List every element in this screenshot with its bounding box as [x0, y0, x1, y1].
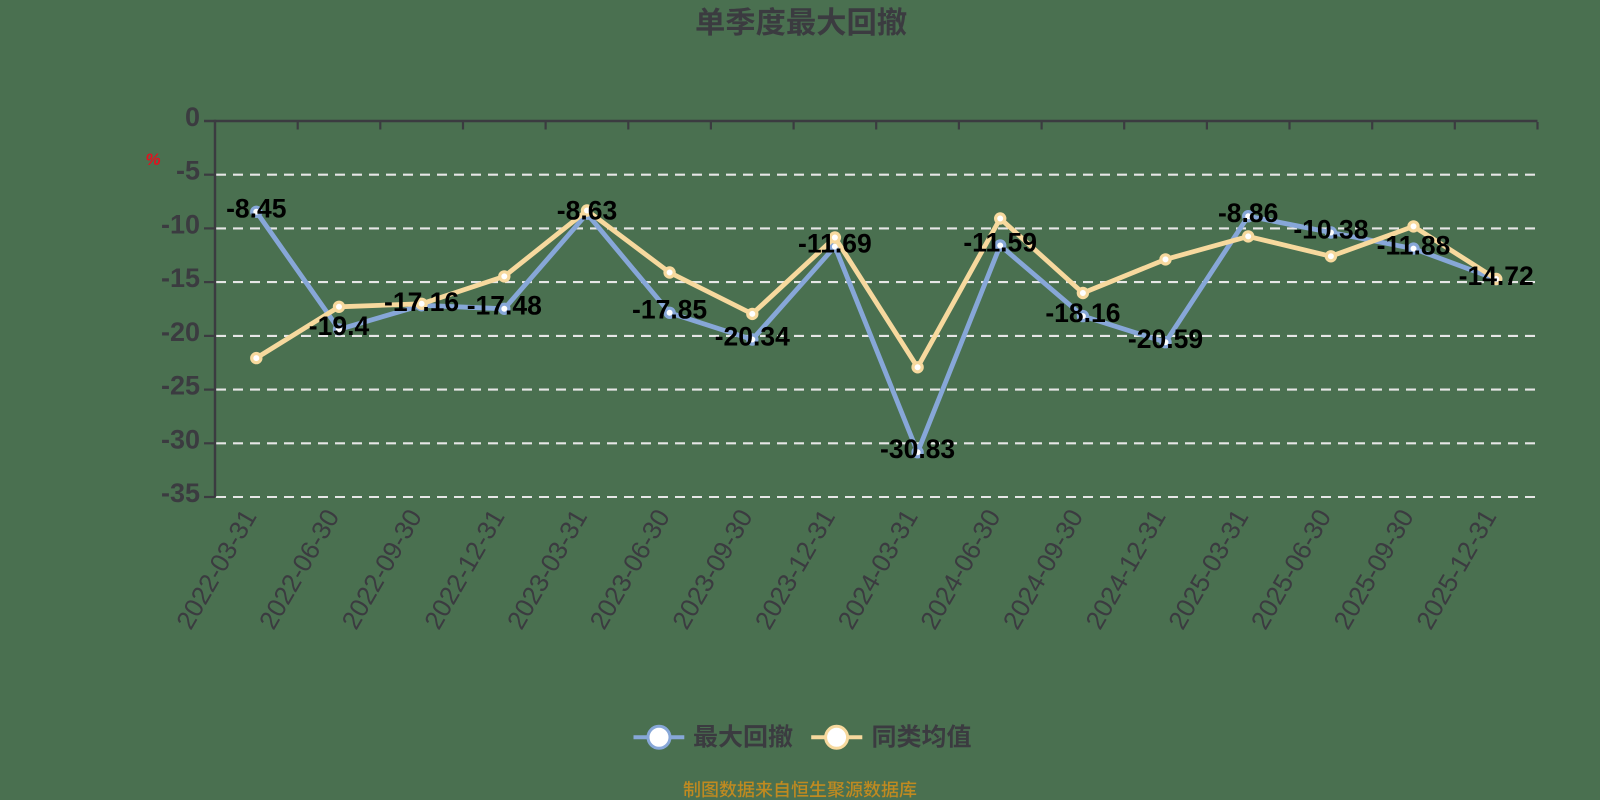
svg-text:%: % [145, 150, 160, 169]
svg-text:2024-12-31: 2024-12-31 [1079, 504, 1171, 634]
svg-text:2024-06-30: 2024-06-30 [914, 504, 1006, 634]
svg-text:2025-12-31: 2025-12-31 [1410, 504, 1502, 634]
svg-text:2022-03-31: 2022-03-31 [170, 504, 262, 634]
svg-text:2023-03-31: 2023-03-31 [501, 504, 593, 634]
svg-text:-10: -10 [161, 209, 200, 239]
svg-text:2022-06-30: 2022-06-30 [253, 504, 345, 634]
svg-text:-8.63: -8.63 [557, 196, 617, 226]
svg-text:-30.83: -30.83 [880, 434, 955, 464]
svg-text:2023-06-30: 2023-06-30 [583, 504, 675, 634]
svg-text:-17.16: -17.16 [384, 287, 459, 317]
svg-text:-14.72: -14.72 [1459, 261, 1534, 291]
svg-text:2022-09-30: 2022-09-30 [335, 504, 427, 634]
svg-text:2023-09-30: 2023-09-30 [666, 504, 758, 634]
svg-text:2024-09-30: 2024-09-30 [997, 504, 1089, 634]
svg-text:-5: -5 [176, 156, 200, 186]
svg-text:2023-12-31: 2023-12-31 [749, 504, 841, 634]
svg-text:-35: -35 [161, 478, 200, 508]
svg-text:-8.86: -8.86 [1218, 198, 1278, 228]
svg-text:-11.88: -11.88 [1377, 230, 1451, 260]
svg-text:2025-09-30: 2025-09-30 [1327, 504, 1419, 634]
svg-text:-25: -25 [161, 371, 200, 401]
svg-text:2024-03-31: 2024-03-31 [831, 504, 923, 634]
svg-text:2022-12-31: 2022-12-31 [418, 504, 510, 634]
svg-text:-30: -30 [161, 424, 200, 454]
svg-text:-10.38: -10.38 [1293, 214, 1368, 244]
svg-text:2025-03-31: 2025-03-31 [1162, 504, 1254, 634]
svg-text:-18.16: -18.16 [1045, 298, 1120, 328]
svg-text:-20.34: -20.34 [715, 321, 790, 351]
svg-text:-17.85: -17.85 [632, 295, 707, 325]
svg-text:-20: -20 [161, 317, 200, 347]
svg-text:-11.69: -11.69 [798, 228, 872, 258]
svg-text:-11.59: -11.59 [963, 227, 1037, 257]
svg-text:-17.48: -17.48 [467, 291, 542, 321]
svg-text:-20.59: -20.59 [1128, 324, 1203, 354]
svg-text:-8.45: -8.45 [226, 194, 286, 224]
svg-text:-15: -15 [161, 263, 200, 293]
svg-text:0: 0 [185, 102, 200, 132]
svg-text:2025-06-30: 2025-06-30 [1245, 504, 1337, 634]
svg-text:-19.4: -19.4 [309, 311, 370, 341]
